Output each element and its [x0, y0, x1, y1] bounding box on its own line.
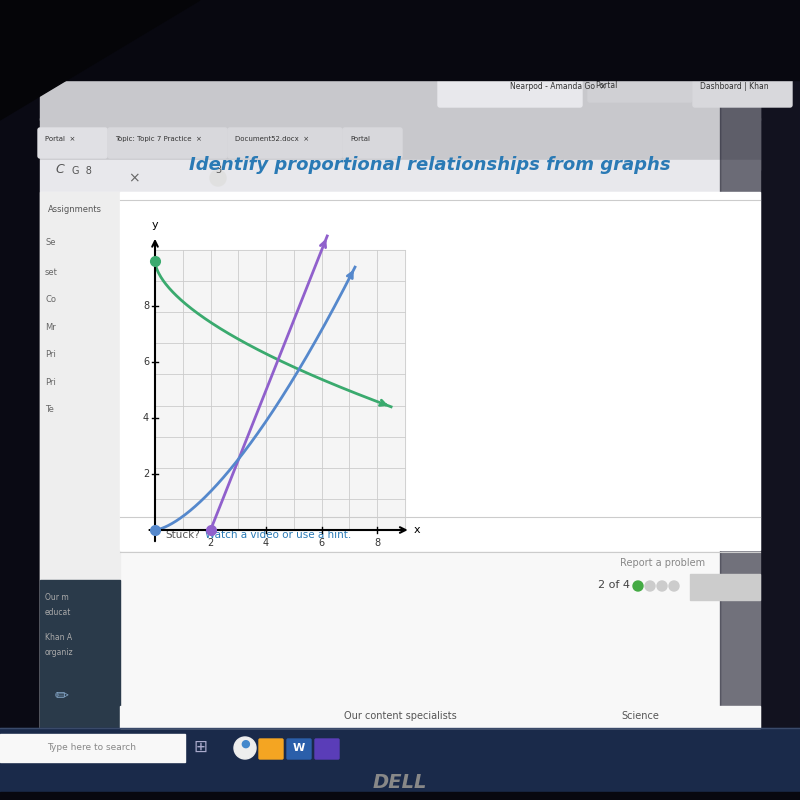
Text: 8: 8	[143, 301, 149, 311]
Text: 2 of 4: 2 of 4	[598, 580, 630, 590]
Bar	[40, 580, 120, 730]
Text: Se: Se	[45, 238, 55, 247]
FancyBboxPatch shape	[693, 75, 792, 107]
FancyBboxPatch shape	[228, 128, 342, 158]
FancyBboxPatch shape	[259, 739, 283, 759]
Text: Assignments: Assignments	[48, 205, 102, 214]
Text: Our content specialists: Our content specialists	[344, 711, 456, 721]
Text: 6: 6	[318, 538, 325, 548]
Text: DELL: DELL	[373, 773, 427, 791]
Text: Document52.docx  ×: Document52.docx ×	[235, 136, 309, 142]
Text: Pri: Pri	[45, 350, 56, 359]
Bar	[40, 118, 760, 160]
Circle shape	[645, 581, 655, 591]
Text: Report a problem: Report a problem	[620, 558, 705, 568]
Bar	[40, 160, 760, 192]
Bar	[155, 250, 405, 530]
Text: ×: ×	[128, 171, 140, 185]
Circle shape	[657, 581, 667, 591]
FancyBboxPatch shape	[287, 739, 311, 759]
Text: Mr: Mr	[45, 323, 56, 332]
Text: ✏: ✏	[55, 686, 69, 704]
Text: ⊞: ⊞	[193, 738, 207, 756]
Text: organiz: organiz	[45, 648, 74, 657]
Text: Pri: Pri	[45, 378, 56, 387]
Text: ●: ●	[240, 739, 250, 749]
Text: Our m: Our m	[45, 593, 69, 602]
Text: Portal  ×: Portal ×	[45, 136, 75, 142]
Polygon shape	[0, 0, 200, 120]
FancyBboxPatch shape	[438, 75, 582, 107]
Text: 4: 4	[263, 538, 269, 548]
Bar	[0, 728, 800, 800]
Text: Identify proportional relationships from graphs: Identify proportional relationships from…	[189, 156, 671, 174]
Circle shape	[669, 581, 679, 591]
Text: Stuck?: Stuck?	[165, 530, 200, 540]
Text: 2: 2	[207, 538, 214, 548]
Bar	[120, 192, 760, 550]
Text: 3: 3	[215, 165, 221, 175]
Text: G  8: G 8	[72, 166, 92, 176]
Bar	[40, 192, 120, 730]
Text: Te: Te	[45, 405, 54, 414]
Text: 8: 8	[374, 538, 380, 548]
Circle shape	[633, 581, 643, 591]
Text: educat: educat	[45, 608, 71, 617]
Text: Watch a video or use a hint.: Watch a video or use a hint.	[205, 530, 351, 540]
Text: 6: 6	[143, 357, 149, 367]
Bar	[90, 80, 760, 170]
Text: Topic: Topic 7 Practice  ×: Topic: Topic 7 Practice ×	[115, 136, 202, 142]
FancyBboxPatch shape	[108, 128, 227, 158]
Text: y: y	[152, 221, 158, 230]
Text: 2: 2	[142, 469, 149, 479]
Text: Khan A: Khan A	[45, 633, 72, 642]
Text: Nearpod - Amanda Go  ×: Nearpod - Amanda Go ×	[510, 82, 606, 91]
Text: W: W	[293, 743, 305, 753]
Polygon shape	[40, 30, 760, 770]
Text: set: set	[45, 268, 58, 277]
Polygon shape	[720, 0, 800, 800]
Text: Portal: Portal	[350, 136, 370, 142]
Text: x: x	[414, 525, 420, 535]
Circle shape	[234, 737, 256, 759]
FancyBboxPatch shape	[343, 128, 402, 158]
Bar	[0, 0, 800, 80]
Circle shape	[210, 170, 226, 186]
FancyBboxPatch shape	[315, 739, 339, 759]
Bar	[40, 70, 760, 120]
Bar	[0, 734, 185, 762]
Text: 4: 4	[143, 413, 149, 423]
Text: C: C	[55, 163, 64, 176]
Bar	[120, 706, 760, 728]
Text: Type here to search: Type here to search	[47, 742, 137, 751]
Text: Dashboard | Khan: Dashboard | Khan	[700, 82, 769, 91]
Text: Science: Science	[621, 711, 659, 721]
Bar	[690, 574, 760, 600]
Bar	[0, 792, 800, 800]
FancyBboxPatch shape	[588, 73, 692, 102]
FancyBboxPatch shape	[38, 128, 107, 158]
Text: Co: Co	[45, 295, 56, 304]
Text: Portal: Portal	[595, 81, 618, 90]
Bar	[40, 192, 760, 730]
